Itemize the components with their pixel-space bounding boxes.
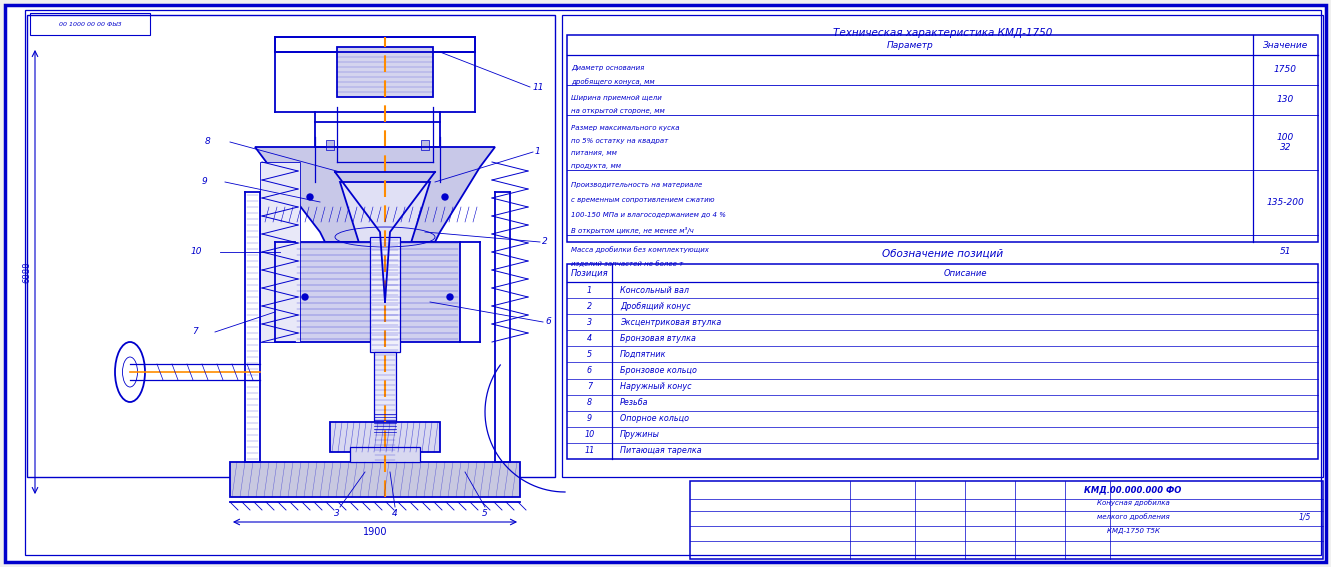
Text: 9: 9 [201, 177, 208, 187]
Text: дробящего конуса, мм: дробящего конуса, мм [571, 78, 655, 84]
Text: 51: 51 [1279, 247, 1291, 256]
Text: Питающая тарелка: Питающая тарелка [620, 446, 701, 455]
Bar [330, 422, 441, 452]
Text: 7: 7 [192, 328, 198, 336]
Text: Подпятник: Подпятник [620, 350, 667, 359]
Text: 100
32: 100 32 [1276, 133, 1294, 152]
Text: 8: 8 [204, 138, 210, 146]
Text: изделий запчастей не более т: изделий запчастей не более т [571, 260, 683, 267]
Text: Конусная дробилка: Конусная дробилка [1097, 500, 1170, 506]
Bar [562, 15, 1323, 477]
Polygon shape [339, 182, 430, 262]
Text: 1900: 1900 [363, 527, 387, 537]
Text: Эксцентриковая втулка: Эксцентриковая втулка [620, 318, 721, 327]
Text: Техническая характеристика КМД-1750: Техническая характеристика КМД-1750 [833, 28, 1053, 38]
Bar [370, 237, 401, 352]
Text: 10: 10 [584, 430, 595, 439]
Bar [689, 481, 1323, 559]
Text: 1750: 1750 [1274, 66, 1296, 74]
Text: 1: 1 [587, 286, 592, 294]
Text: Размер максимального куска: Размер максимального куска [571, 125, 680, 131]
Text: Дробящий конус: Дробящий конус [620, 302, 691, 311]
Bar [31, 13, 150, 35]
Text: питания, мм: питания, мм [571, 150, 616, 156]
Text: Значение: Значение [1263, 40, 1308, 49]
Text: Пружины: Пружины [620, 430, 660, 439]
Bar [567, 35, 1318, 242]
Text: продукта, мм: продукта, мм [571, 163, 622, 169]
Circle shape [447, 294, 453, 300]
Text: 6888: 6888 [23, 261, 31, 283]
Bar [230, 462, 520, 497]
Text: 2: 2 [587, 302, 592, 311]
Text: 6: 6 [544, 318, 551, 327]
Text: 1/5: 1/5 [1299, 513, 1311, 522]
Bar [374, 352, 397, 462]
Circle shape [307, 194, 313, 200]
Text: 00 1000 00 00 ФЫЗ: 00 1000 00 00 ФЫЗ [59, 22, 121, 27]
Circle shape [302, 294, 307, 300]
Text: Диаметр основания: Диаметр основания [571, 65, 644, 71]
Circle shape [442, 194, 449, 200]
Bar [27, 15, 555, 477]
Text: 5: 5 [482, 509, 488, 518]
Text: 8: 8 [587, 398, 592, 407]
Text: Масса дробилки без комплектующих: Масса дробилки без комплектующих [571, 246, 709, 253]
Text: Резьба: Резьба [620, 398, 648, 407]
Text: мелкого дробления: мелкого дробления [1097, 514, 1170, 521]
Text: по 5% остатку на квадрат: по 5% остатку на квадрат [571, 138, 668, 143]
Bar [295, 242, 461, 342]
Bar [276, 37, 475, 52]
Text: 135-200: 135-200 [1267, 198, 1304, 207]
Text: на открытой стороне, мм: на открытой стороне, мм [571, 108, 664, 114]
Text: Консольный вал: Консольный вал [620, 286, 689, 294]
Text: 100-150 МПа и влагосодержанием до 4 %: 100-150 МПа и влагосодержанием до 4 % [571, 213, 725, 218]
Text: с временным сопротивлением сжатию: с временным сопротивлением сжатию [571, 197, 715, 203]
Text: 2: 2 [542, 238, 548, 247]
Text: 11: 11 [532, 83, 544, 91]
Bar [260, 162, 299, 342]
Text: Позиция: Позиция [571, 269, 608, 277]
Text: КМД.00.000.000 ФО: КМД.00.000.000 ФО [1085, 485, 1182, 494]
Text: Ширина приемной щели: Ширина приемной щели [571, 95, 662, 101]
Text: Наружный конус: Наружный конус [620, 382, 692, 391]
Text: 11: 11 [584, 446, 595, 455]
Text: 1: 1 [535, 147, 540, 156]
Text: 4: 4 [393, 509, 398, 518]
Text: Опорное кольцо: Опорное кольцо [620, 414, 689, 424]
Text: 3: 3 [587, 318, 592, 327]
Text: Описание: Описание [944, 269, 986, 277]
Bar [337, 47, 433, 97]
Text: В открытом цикле, не менее м³/ч: В открытом цикле, не менее м³/ч [571, 227, 693, 234]
Text: Параметр: Параметр [886, 40, 933, 49]
Bar [567, 264, 1318, 459]
Text: Обозначение позиций: Обозначение позиций [882, 249, 1004, 259]
Text: 7: 7 [587, 382, 592, 391]
Bar [350, 447, 421, 462]
Text: 4: 4 [587, 334, 592, 343]
Text: КМД-1750 Т5К: КМД-1750 Т5К [1106, 528, 1159, 534]
Text: 130: 130 [1276, 95, 1294, 104]
Text: Производительность на материале: Производительность на материале [571, 182, 703, 188]
Text: 5: 5 [587, 350, 592, 359]
Text: 3: 3 [334, 509, 339, 518]
Text: 10: 10 [190, 248, 202, 256]
Text: 6: 6 [587, 366, 592, 375]
Bar [326, 140, 334, 150]
Text: Бронзовая втулка: Бронзовая втулка [620, 334, 696, 343]
Polygon shape [256, 147, 495, 242]
Text: 9: 9 [587, 414, 592, 424]
Bar [421, 140, 429, 150]
Text: Бронзовое кольцо: Бронзовое кольцо [620, 366, 697, 375]
